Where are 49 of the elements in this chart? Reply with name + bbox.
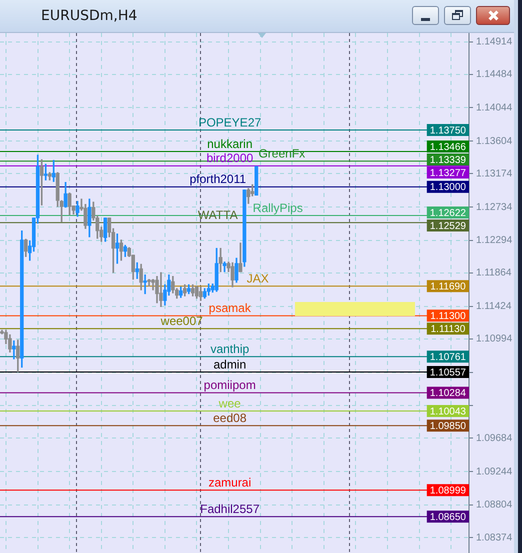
- ref-line-label: Fadhil2557: [200, 502, 260, 516]
- y-tick-label: 1.09684: [476, 432, 513, 444]
- ref-line-label: psamak: [208, 301, 252, 316]
- candlestick: [151, 279, 155, 290]
- ref-line-label: zamurai: [208, 475, 252, 490]
- y-tick-label: 1.12734: [476, 202, 513, 213]
- ref-line-label: pforth2011: [190, 172, 246, 186]
- ref-line-label: JAX: [246, 271, 269, 286]
- annotation: 1.10761: [430, 352, 466, 363]
- annotation: 1.11130: [430, 324, 466, 335]
- y-tick-label: 1.14484: [476, 69, 513, 80]
- y-tick-label: 1.12294: [476, 235, 513, 246]
- annotation: 1.13750: [430, 125, 466, 136]
- y-tick-label: 1.13174: [476, 168, 513, 180]
- chart-title: EURUSDm,H4: [41, 8, 138, 24]
- ref-line-label: pomiipom: [204, 378, 256, 392]
- annotation: 1.10557: [430, 367, 466, 378]
- annotation: 1.10043: [430, 406, 466, 418]
- annotation: 1.13466: [430, 142, 466, 153]
- ref-line-label: nukkarin: [207, 136, 252, 151]
- annotation: 1.11690: [430, 281, 466, 292]
- ref-line-label: eed08: [213, 410, 247, 425]
- ref-line-label: RallyPips: [252, 200, 303, 215]
- annotation: 1.12622: [430, 208, 466, 219]
- annotation: 1.08999: [430, 485, 466, 496]
- y-tick-label: 1.08804: [476, 500, 513, 511]
- annotation: 1.13277: [430, 168, 466, 179]
- y-tick-label: 1.14044: [476, 102, 513, 114]
- y-tick-label: 1.14914: [476, 36, 513, 48]
- candlestick: [159, 272, 163, 307]
- ref-line-label: wee007: [160, 314, 204, 328]
- ref-line-label: vanthip: [210, 342, 250, 356]
- ref-line-label: wee: [218, 396, 242, 410]
- y-tick-label: 1.08374: [476, 532, 513, 544]
- annotation: 1.13000: [430, 182, 466, 194]
- annotation: 1.13339: [430, 154, 466, 166]
- ref-line-label: POPEYE27: [198, 115, 262, 130]
- y-tick-label: 1.11424: [476, 301, 512, 312]
- candlestick: [143, 274, 147, 294]
- annotation: 1.12529: [430, 220, 466, 232]
- annotation: 1.11300: [430, 310, 466, 322]
- annotation: 1.09850: [430, 420, 466, 432]
- y-tick-label: 1.13604: [476, 136, 513, 147]
- annotation: 1.10284: [430, 388, 466, 400]
- ref-line-label: admin: [213, 357, 246, 372]
- annotation: 1.08650: [430, 512, 466, 523]
- y-tick-label: 1.09244: [476, 466, 513, 478]
- y-tick-label: 1.10994: [476, 334, 513, 345]
- y-tick-label: 1.11864: [476, 268, 512, 279]
